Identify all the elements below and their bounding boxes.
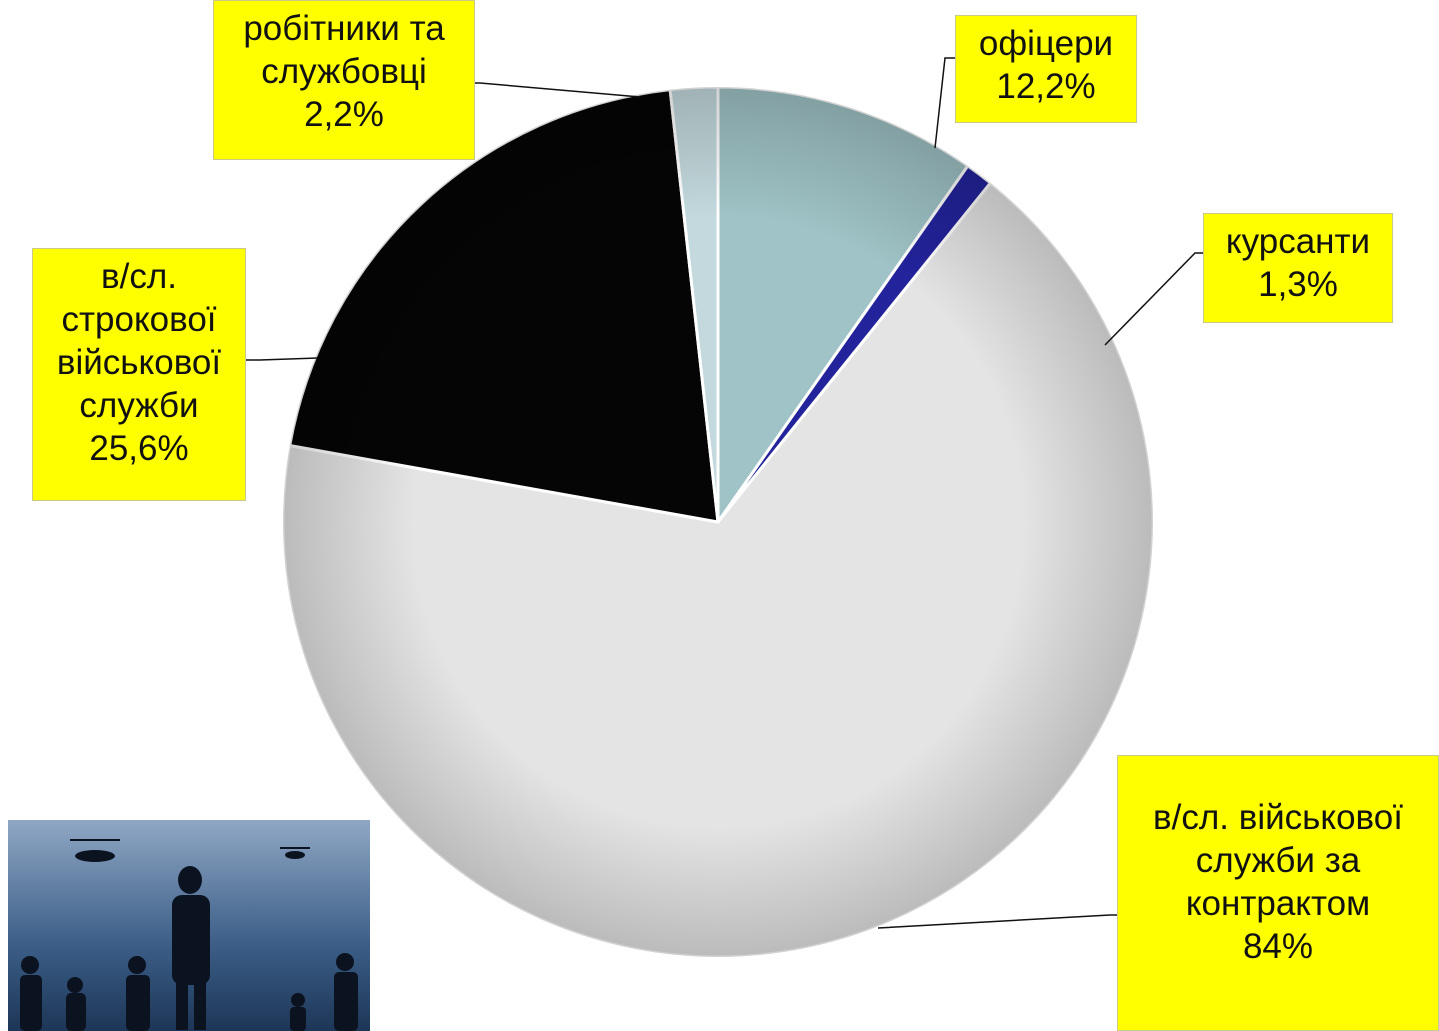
page: офіцери12,2% курсанти1,3% в/сл. військов…	[0, 0, 1439, 1031]
photo	[8, 820, 370, 1031]
leader-line	[878, 915, 1117, 928]
value-label: 25,6%	[37, 427, 241, 470]
value-label: 2,2%	[218, 93, 470, 136]
category-label: в/сл. військової служби за контрактом	[1122, 796, 1434, 925]
category-label: робітники та службовці	[218, 7, 470, 93]
value-label: 84%	[1122, 925, 1434, 968]
leader-line	[246, 358, 318, 360]
pie-shading	[283, 87, 1153, 957]
category-label: в/сл. строкової військової служби	[37, 255, 241, 427]
leader-line	[475, 83, 640, 97]
category-label: курсанти	[1208, 220, 1388, 263]
value-label: 1,3%	[1208, 263, 1388, 306]
leader-line	[1105, 253, 1203, 345]
value-label: 12,2%	[960, 65, 1132, 108]
category-label: офіцери	[960, 22, 1132, 65]
leader-line	[935, 58, 955, 148]
